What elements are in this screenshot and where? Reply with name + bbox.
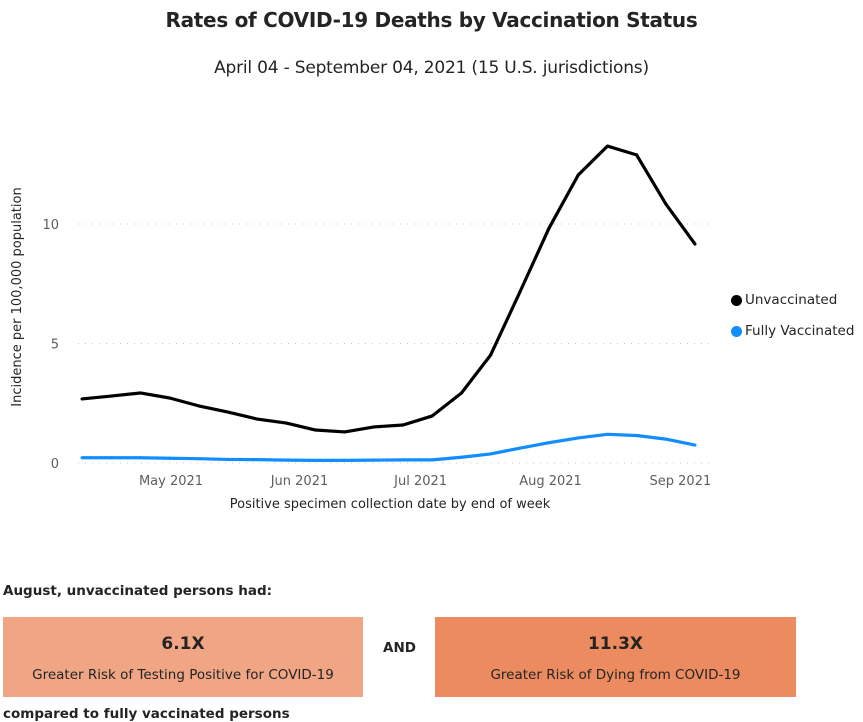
- legend-item-unvaccinated[interactable]: Unvaccinated: [731, 292, 837, 308]
- data-point[interactable]: [197, 404, 201, 408]
- positive-risk-label: Greater Risk of Testing Positive for COV…: [32, 667, 334, 683]
- data-point[interactable]: [693, 443, 697, 447]
- legend-item-fully-vaccinated[interactable]: Fully Vaccinated: [731, 323, 854, 339]
- data-point[interactable]: [489, 452, 493, 456]
- data-point[interactable]: [605, 144, 609, 148]
- x-tick-label: Aug 2021: [519, 474, 582, 489]
- x-tick-label: Jun 2021: [270, 474, 329, 489]
- data-point[interactable]: [430, 458, 434, 462]
- data-point[interactable]: [226, 457, 230, 461]
- data-point[interactable]: [284, 421, 288, 425]
- data-point[interactable]: [314, 458, 318, 462]
- chart-subtitle: April 04 - September 04, 2021 (15 U.S. j…: [214, 58, 649, 78]
- data-point[interactable]: [372, 458, 376, 462]
- x-tick-label: May 2021: [139, 474, 203, 489]
- chart-title: Rates of COVID-19 Deaths by Vaccination …: [165, 8, 698, 32]
- data-point[interactable]: [576, 173, 580, 177]
- x-axis-label: Positive specimen collection date by end…: [230, 497, 551, 512]
- series-lines: [80, 144, 697, 462]
- and-connector: AND: [383, 640, 416, 656]
- legend-label: Unvaccinated: [745, 292, 838, 308]
- series-line-fully-vaccinated[interactable]: [82, 432, 696, 462]
- data-point[interactable]: [343, 458, 347, 462]
- data-point[interactable]: [343, 430, 347, 434]
- death-risk-value: 11.3X: [587, 634, 644, 654]
- data-point[interactable]: [459, 455, 463, 459]
- data-point[interactable]: [489, 353, 493, 357]
- summary-intro: August, unvaccinated persons had:: [3, 583, 273, 599]
- data-point[interactable]: [109, 456, 113, 460]
- death-risk-label: Greater Risk of Dying from COVID-19: [490, 667, 741, 683]
- y-tick-label: 10: [42, 218, 59, 233]
- data-point[interactable]: [284, 458, 288, 462]
- data-point[interactable]: [635, 434, 639, 438]
- data-point[interactable]: [197, 457, 201, 461]
- legend-marker-icon: [731, 294, 742, 306]
- y-axis-label: Incidence per 100,000 population: [10, 187, 25, 406]
- data-point[interactable]: [372, 425, 376, 429]
- series-line-unvaccinated[interactable]: [81, 144, 697, 434]
- data-point[interactable]: [168, 456, 172, 460]
- data-point[interactable]: [430, 414, 434, 418]
- y-axis-ticks: 0 5 10: [42, 218, 59, 472]
- data-point[interactable]: [547, 226, 551, 230]
- data-point[interactable]: [664, 202, 668, 206]
- legend-label: Fully Vaccinated: [745, 323, 855, 339]
- positive-risk-value: 6.1X: [161, 634, 205, 654]
- data-point[interactable]: [255, 417, 259, 421]
- data-point[interactable]: [693, 242, 697, 246]
- x-tick-label: Jul 2021: [393, 474, 447, 489]
- gridlines: [78, 223, 712, 464]
- summary-outro: compared to fully vaccinated persons: [3, 706, 290, 722]
- data-point[interactable]: [80, 397, 84, 401]
- data-point[interactable]: [518, 290, 522, 294]
- data-point[interactable]: [576, 436, 580, 440]
- data-point[interactable]: [635, 153, 639, 157]
- data-point[interactable]: [664, 437, 668, 441]
- data-point[interactable]: [518, 446, 522, 450]
- y-tick-label: 0: [51, 457, 59, 472]
- data-point[interactable]: [459, 391, 463, 395]
- data-point[interactable]: [401, 458, 405, 462]
- data-point[interactable]: [314, 428, 318, 432]
- line-chart: 0 5 10 May 2021 Jun 2021 Jul 2021 Aug 2021 Sep…: [10, 144, 712, 512]
- death-risk-box: 11.3X Greater Risk of Dying from COVID-1…: [435, 617, 796, 697]
- data-point[interactable]: [138, 456, 142, 460]
- x-tick-label: Sep 2021: [650, 474, 712, 489]
- data-point[interactable]: [226, 410, 230, 414]
- legend-marker-icon: [731, 325, 742, 337]
- data-point[interactable]: [168, 396, 172, 400]
- data-point[interactable]: [138, 391, 142, 395]
- data-point[interactable]: [605, 432, 609, 436]
- data-point[interactable]: [255, 458, 259, 462]
- data-point[interactable]: [401, 423, 405, 427]
- data-point[interactable]: [547, 441, 551, 445]
- y-tick-label: 5: [51, 338, 59, 353]
- positive-risk-box: 6.1X Greater Risk of Testing Positive fo…: [3, 617, 363, 697]
- data-point[interactable]: [80, 456, 84, 460]
- x-axis-ticks: May 2021 Jun 2021 Jul 2021 Aug 2021 Sep 2021: [139, 474, 711, 489]
- data-point[interactable]: [109, 394, 113, 398]
